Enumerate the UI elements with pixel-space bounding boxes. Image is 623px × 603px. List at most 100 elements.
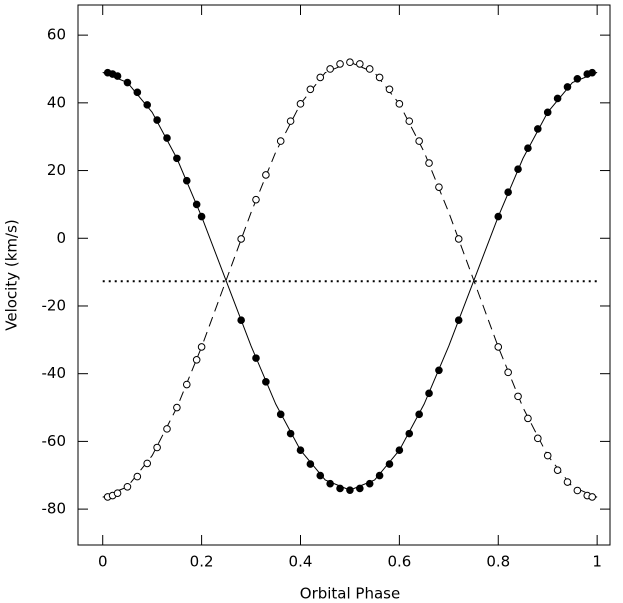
x-tick-label: 0 (98, 553, 108, 571)
data-point (276, 410, 285, 419)
y-axis-label: Velocity (km/s) (3, 219, 21, 330)
data-point (395, 446, 404, 455)
data-point (395, 100, 404, 108)
data-point (524, 414, 532, 423)
data-point (143, 101, 152, 109)
data-point (153, 116, 161, 124)
data-point (296, 100, 305, 108)
data-point (553, 466, 562, 474)
plot-frame (77, 4, 611, 546)
y-tick-label: 0 (56, 229, 66, 247)
data-point (494, 212, 503, 221)
data-point (454, 316, 463, 324)
data-point (237, 235, 245, 243)
data-point (326, 479, 334, 488)
data-point (365, 65, 374, 73)
data-point (514, 392, 522, 401)
data-point (276, 137, 285, 145)
data-point (153, 443, 161, 452)
x-tick-label: 1 (592, 553, 602, 571)
data-point (563, 478, 572, 486)
data-point (543, 108, 552, 117)
y-tick-label: -60 (42, 432, 67, 450)
data-point (237, 316, 245, 324)
data-point (375, 471, 384, 480)
y-tick-label: -40 (42, 364, 67, 382)
x-tick-label: 0.2 (190, 553, 214, 571)
data-point (425, 159, 433, 167)
data-point (534, 125, 542, 133)
x-tick-label: 0.6 (387, 553, 411, 571)
data-point (133, 472, 142, 481)
data-point (296, 446, 305, 455)
data-point (336, 60, 344, 68)
data-point (454, 235, 463, 243)
data-point (588, 68, 597, 77)
data-point (262, 378, 270, 386)
data-point (385, 85, 394, 94)
data-point (346, 486, 354, 494)
data-point (494, 343, 503, 351)
data-point (252, 195, 260, 204)
data-point (326, 65, 334, 73)
data-point (573, 75, 582, 83)
data-point (573, 486, 582, 495)
data-point (143, 459, 152, 468)
data-point (346, 58, 354, 67)
data-point (252, 354, 260, 362)
data-point (113, 489, 122, 498)
data-point (133, 88, 142, 97)
y-tick-label: 60 (47, 26, 66, 44)
data-point (336, 484, 344, 493)
data-point (415, 137, 423, 145)
data-point (306, 85, 315, 94)
y-tick-label: 20 (47, 161, 66, 179)
data-point (356, 484, 364, 493)
data-point (365, 479, 374, 488)
data-point (588, 493, 597, 501)
data-point (534, 434, 542, 443)
data-point (543, 451, 552, 460)
data-point (405, 429, 414, 438)
data-point (553, 94, 562, 103)
data-point (415, 410, 423, 419)
data-point (316, 73, 325, 82)
data-point (123, 482, 132, 491)
data-point (173, 403, 181, 412)
y-tick-label: -20 (42, 296, 67, 314)
data-point (113, 72, 122, 80)
data-point (405, 117, 414, 125)
data-point (435, 366, 443, 375)
data-point (197, 212, 206, 221)
model-curve (102, 61, 598, 498)
y-tick-label: -80 (42, 500, 67, 518)
data-point (197, 343, 206, 351)
data-point (306, 460, 315, 468)
data-point (504, 368, 512, 377)
x-tick-label: 0.8 (486, 553, 510, 571)
data-point (375, 73, 384, 82)
data-point (192, 200, 201, 209)
x-axis-label: Orbital Phase (300, 585, 400, 603)
data-point (385, 460, 394, 468)
data-point (356, 60, 364, 68)
data-point (563, 83, 572, 91)
data-point (504, 188, 512, 197)
x-tick-label: 0.4 (289, 553, 313, 571)
data-point (123, 78, 132, 87)
data-point (262, 171, 270, 179)
data-point (192, 356, 201, 364)
data-point (425, 389, 433, 398)
data-point (514, 165, 522, 174)
data-point (435, 183, 443, 191)
data-point (173, 154, 181, 163)
data-point (163, 425, 171, 433)
data-point (163, 134, 171, 142)
data-point (286, 117, 295, 125)
y-tick-label: 40 (47, 93, 66, 111)
data-point (316, 471, 325, 480)
data-point (182, 380, 191, 389)
data-point (286, 429, 295, 438)
